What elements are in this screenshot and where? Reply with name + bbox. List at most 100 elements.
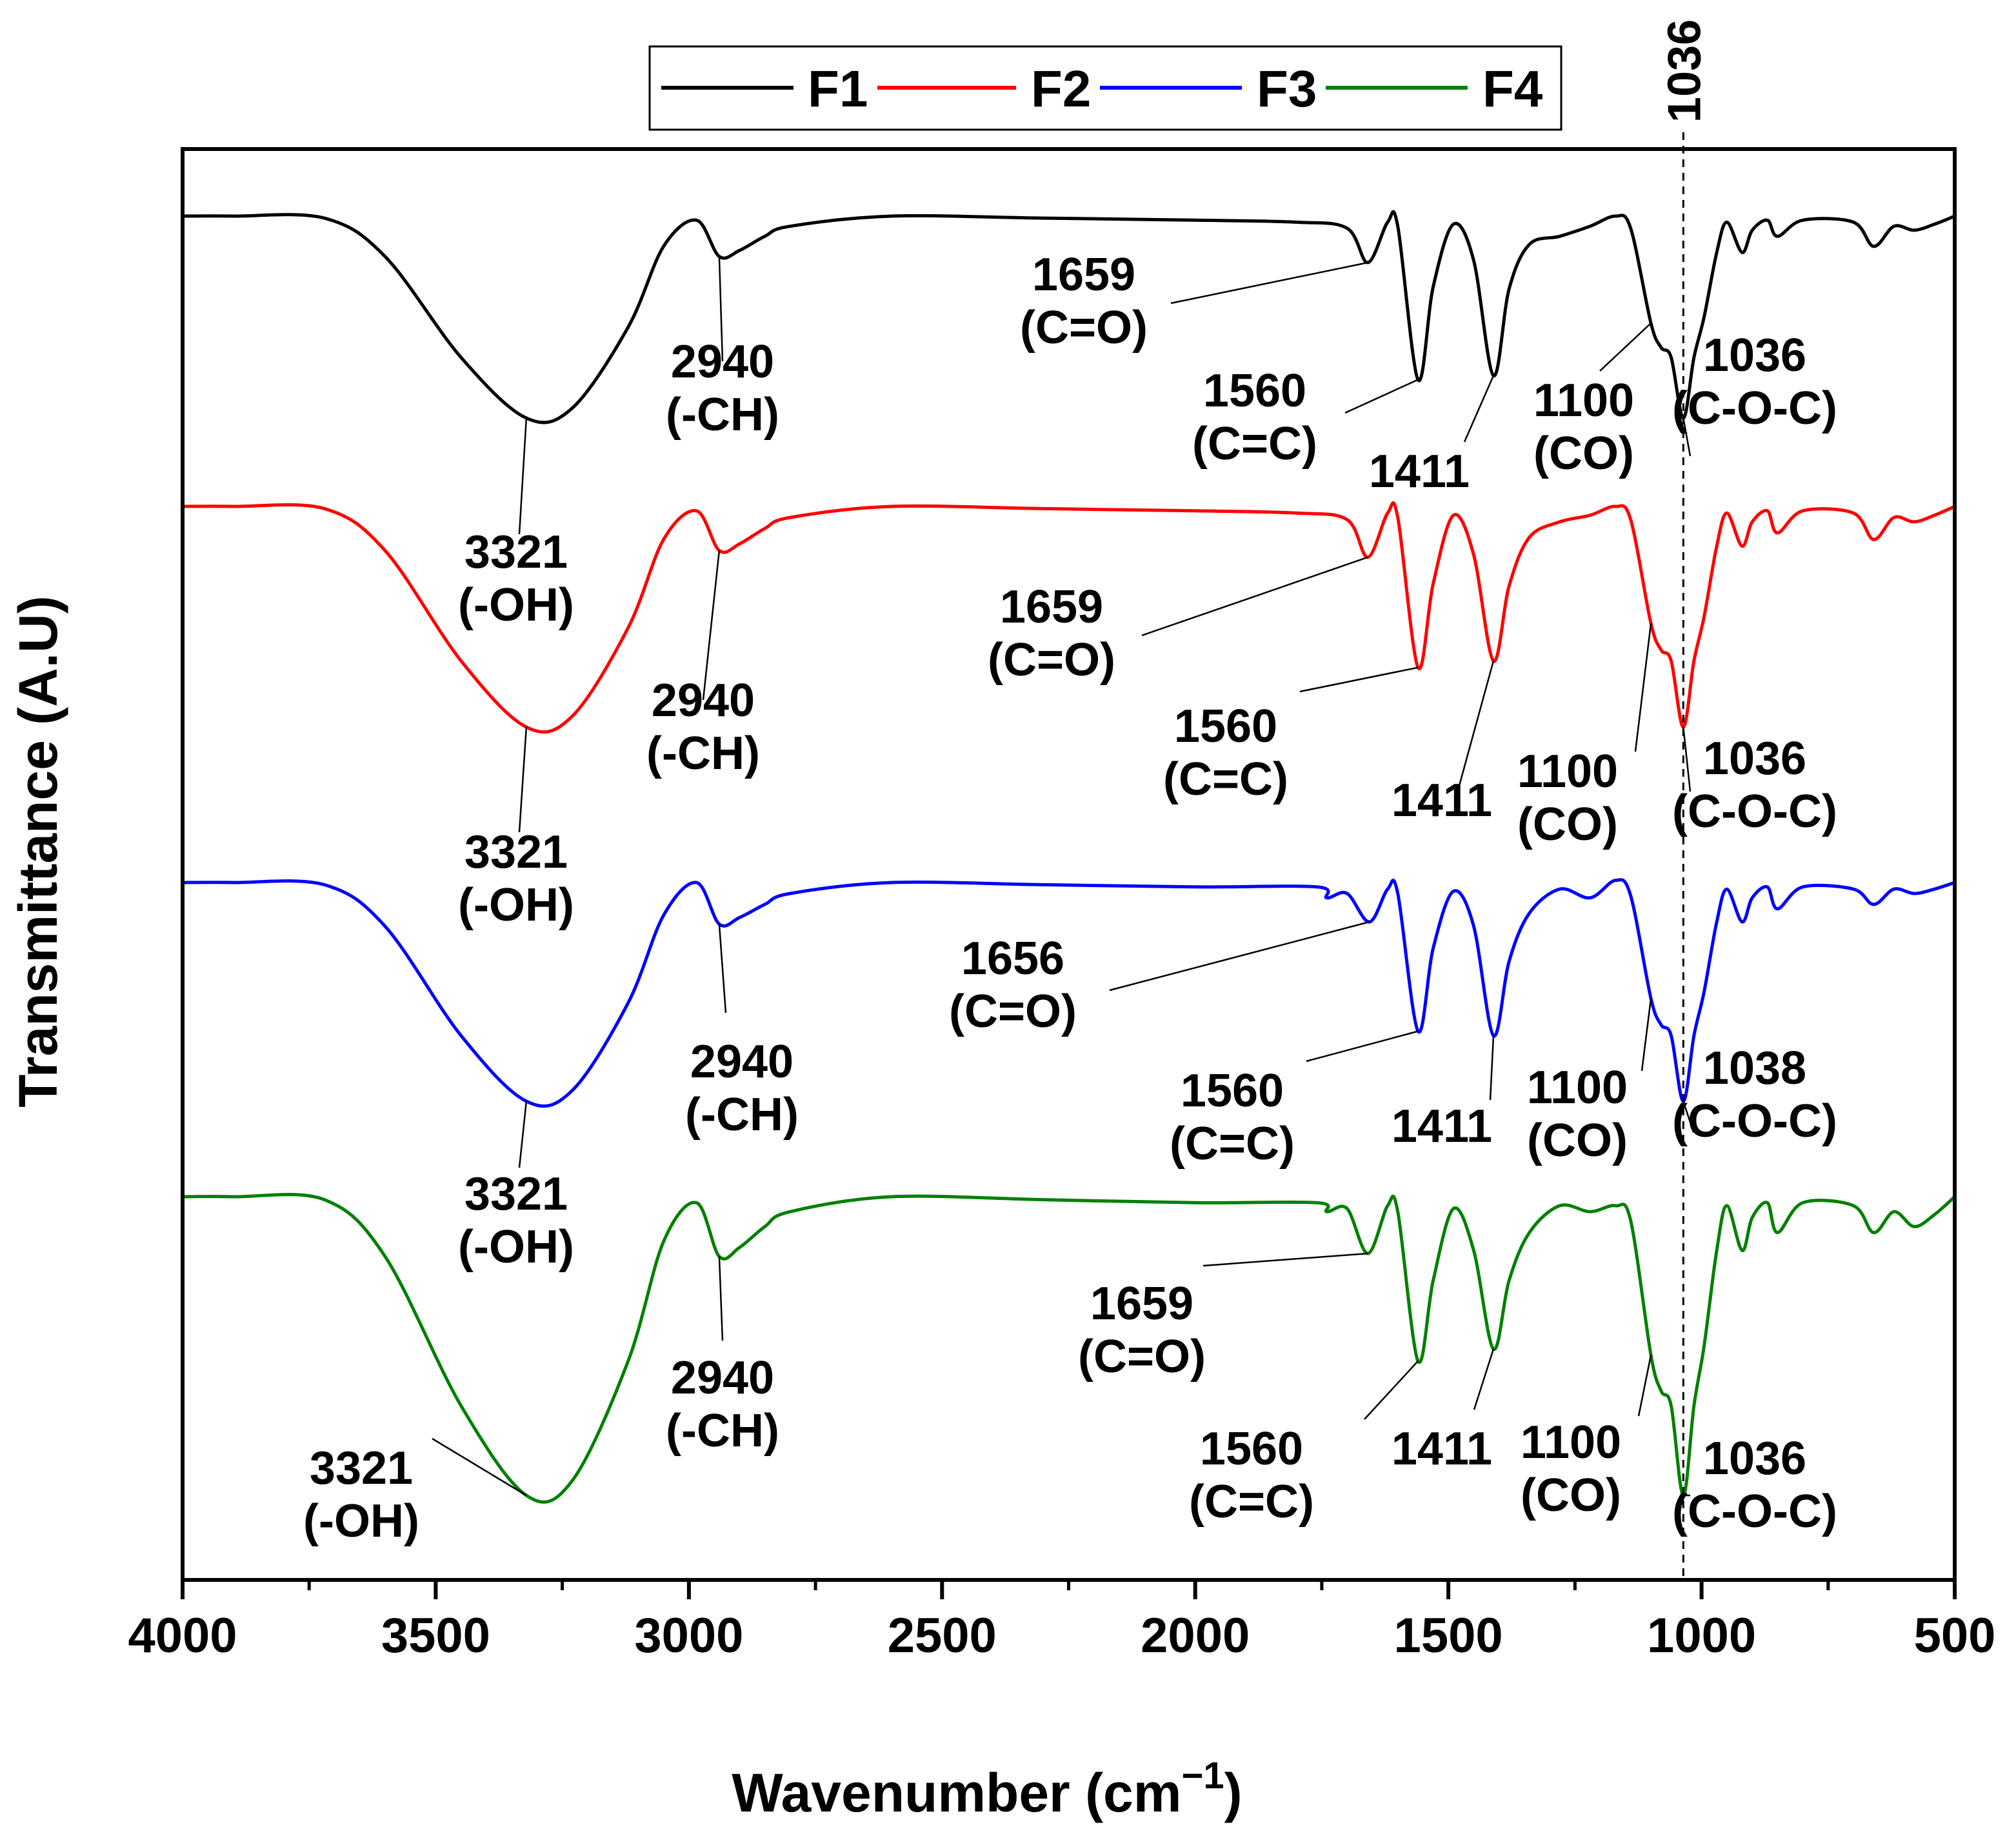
annotation-wavenumber-f3-0: 3321 xyxy=(464,1168,568,1220)
annotation-leader-f1-6 xyxy=(1682,417,1692,457)
annotation-leader-f3-1 xyxy=(718,924,727,1013)
annotation-wavenumber-f3-4: 1411 xyxy=(1392,1101,1492,1152)
annotation-leader-f2-6 xyxy=(1682,726,1692,792)
annotation-leader-f1-1 xyxy=(718,256,724,362)
annotation-wavenumber-f4-1: 2940 xyxy=(671,1352,774,1404)
annotation-group-f1-3: (C=C) xyxy=(1192,418,1317,470)
series-line-f4 xyxy=(182,1193,1956,1504)
annotation-wavenumber-f1-5: 1100 xyxy=(1533,375,1634,426)
annotation-leader-f4-0 xyxy=(432,1437,527,1497)
annotation-group-f1-5: (CO) xyxy=(1533,428,1634,479)
annotation-leader-f3-6 xyxy=(1682,1101,1695,1133)
annotation-group-f3-2: (C=O) xyxy=(949,986,1077,1037)
annotation-wavenumber-f4-3: 1560 xyxy=(1200,1423,1303,1475)
annotation-wavenumber-f2-5: 1100 xyxy=(1517,746,1618,797)
annotation-wavenumber-f1-6: 1036 xyxy=(1703,330,1806,381)
annotation-wavenumber-f2-3: 1560 xyxy=(1174,701,1277,752)
x-axis-title-superscript: −1 xyxy=(1181,1755,1224,1797)
annotation-leader-f2-4 xyxy=(1457,661,1495,791)
legend-label-f1: F1 xyxy=(808,60,868,117)
annotation-leader-f3-5 xyxy=(1641,998,1652,1072)
annotation-leader-f1-5 xyxy=(1599,322,1652,372)
annotation-leader-f3-2 xyxy=(1109,921,1370,992)
annotation-group-f4-2: (C=O) xyxy=(1078,1331,1206,1383)
annotation-wavenumber-f2-0: 3321 xyxy=(464,826,568,878)
annotation-group-f3-1: (-CH) xyxy=(685,1089,799,1141)
annotation-layer: 3321(-OH)2940(-CH)1659(C=O)1560(C=C)1411… xyxy=(303,249,1837,1547)
annotation-leader-f1-0 xyxy=(518,417,528,535)
annotation-group-f2-6: (C-O-C) xyxy=(1672,786,1837,837)
annotation-wavenumber-f1-3: 1560 xyxy=(1203,365,1306,417)
annotation-wavenumber-f4-2: 1659 xyxy=(1090,1278,1193,1330)
annotation-wavenumber-f4-5: 1100 xyxy=(1521,1417,1621,1468)
reference-layer: 1036 xyxy=(1659,19,1710,1580)
annotation-leader-f4-2 xyxy=(1203,1252,1368,1267)
annotation-leader-f3-0 xyxy=(518,1101,528,1168)
annotation-wavenumber-f3-2: 1656 xyxy=(961,933,1064,984)
annotation-group-f1-6: (C-O-C) xyxy=(1672,383,1837,434)
annotation-group-f4-3: (C=C) xyxy=(1189,1476,1314,1528)
annotation-leader-f2-5 xyxy=(1634,623,1652,752)
annotation-group-f3-5: (CO) xyxy=(1527,1115,1628,1166)
annotation-group-f3-0: (-OH) xyxy=(458,1221,574,1273)
x-tick-label-3500: 3500 xyxy=(381,1608,490,1663)
x-tick-label-500: 500 xyxy=(1914,1608,1996,1663)
x-tick-label-4000: 4000 xyxy=(128,1608,237,1663)
series-layer xyxy=(182,210,1956,1504)
annotation-wavenumber-f4-4: 1411 xyxy=(1392,1423,1492,1475)
annotation-group-f4-1: (-CH) xyxy=(666,1405,779,1457)
annotation-leader-f4-1 xyxy=(718,1256,724,1341)
annotation-wavenumber-f4-0: 3321 xyxy=(310,1443,413,1494)
series-line-f1 xyxy=(182,210,1955,424)
annotation-wavenumber-f2-4: 1411 xyxy=(1392,775,1492,826)
x-tick-label-1000: 1000 xyxy=(1647,1608,1756,1663)
annotation-leader-f2-0 xyxy=(518,726,528,833)
legend-label-f3: F3 xyxy=(1257,60,1317,117)
annotation-leader-f1-3 xyxy=(1344,379,1419,414)
annotation-wavenumber-f3-3: 1560 xyxy=(1181,1065,1284,1117)
annotation-wavenumber-f1-2: 1659 xyxy=(1032,249,1135,301)
annotation-leader-f4-4 xyxy=(1473,1348,1495,1410)
annotation-group-f1-2: (C=O) xyxy=(1020,302,1148,354)
annotation-group-f4-0: (-OH) xyxy=(303,1495,419,1547)
y-axis-title: Transmittance (A.U) xyxy=(8,595,68,1108)
legend-label-f4: F4 xyxy=(1482,60,1543,117)
annotation-group-f4-6: (C-O-C) xyxy=(1672,1486,1837,1537)
x-tick-label-1500: 1500 xyxy=(1394,1608,1503,1663)
annotation-group-f1-0: (-OH) xyxy=(458,579,574,631)
annotation-leader-f2-2 xyxy=(1141,556,1368,637)
annotation-leader-f3-4 xyxy=(1489,1035,1495,1101)
legend: F1 F2 F3 F4 xyxy=(648,45,1562,131)
annotation-wavenumber-f2-1: 2940 xyxy=(652,675,755,726)
series-line-f3 xyxy=(182,878,1955,1108)
annotation-group-f3-3: (C=C) xyxy=(1170,1118,1295,1170)
annotation-group-f2-5: (CO) xyxy=(1517,799,1618,850)
annotation-leader-f1-4 xyxy=(1463,375,1495,443)
annotation-group-f2-0: (-OH) xyxy=(458,879,574,931)
annotation-group-f1-1: (-CH) xyxy=(666,389,779,441)
x-axis-title: Wavenumber (cm−1) xyxy=(732,1755,1242,1823)
annotation-wavenumber-f1-0: 3321 xyxy=(464,526,568,578)
annotation-wavenumber-f3-6: 1038 xyxy=(1703,1043,1806,1094)
annotation-wavenumber-f3-1: 2940 xyxy=(690,1036,793,1088)
annotation-wavenumber-f3-5: 1100 xyxy=(1527,1062,1628,1113)
x-axis-ticks: 4000 3500 3000 2500 2000 1500 1000 500 xyxy=(128,1580,1995,1663)
annotation-wavenumber-f1-4: 1411 xyxy=(1369,446,1470,497)
annotation-wavenumber-f1-1: 2940 xyxy=(671,336,774,388)
annotation-group-f2-3: (C=C) xyxy=(1163,754,1288,805)
x-tick-label-2000: 2000 xyxy=(1141,1608,1250,1663)
annotation-wavenumber-f4-6: 1036 xyxy=(1703,1433,1806,1484)
annotation-wavenumber-f2-6: 1036 xyxy=(1703,733,1806,784)
annotation-group-f2-2: (C=O) xyxy=(988,634,1115,686)
x-axis-title-close: ) xyxy=(1224,1762,1243,1823)
annotation-leader-f2-3 xyxy=(1299,666,1419,693)
reference-line-label: 1036 xyxy=(1659,19,1710,123)
legend-label-f2: F2 xyxy=(1031,60,1091,117)
annotation-leader-f4-3 xyxy=(1364,1360,1419,1420)
annotation-group-f4-5: (CO) xyxy=(1521,1470,1621,1521)
annotation-leader-f1-2 xyxy=(1170,261,1368,305)
annotation-group-f2-1: (-CH) xyxy=(646,728,760,779)
series-line-f2 xyxy=(182,501,1956,734)
